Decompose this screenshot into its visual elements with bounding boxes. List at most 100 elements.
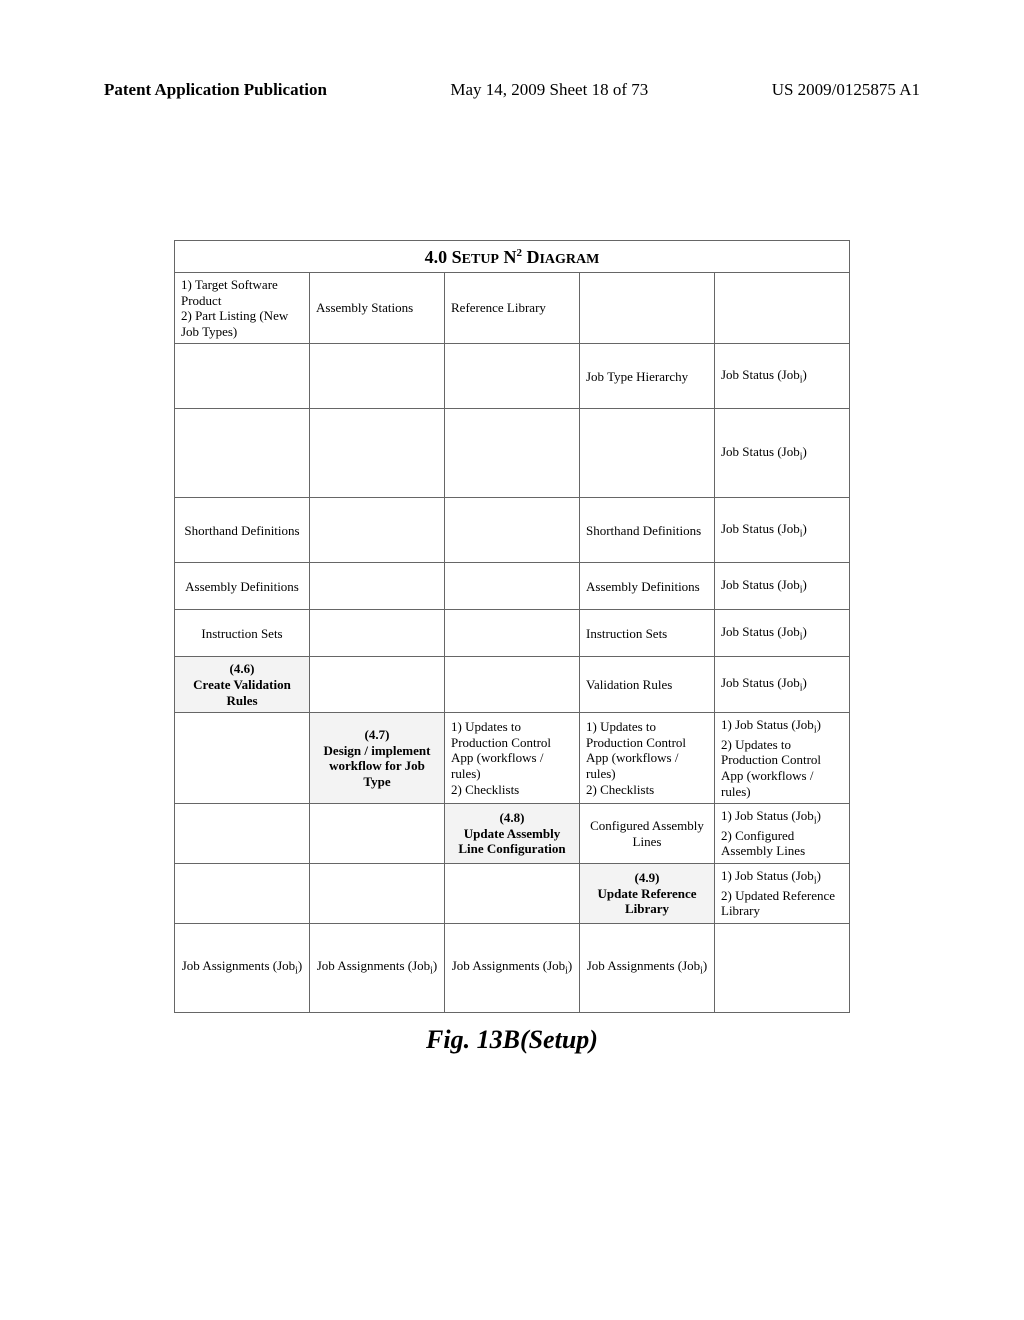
r10c3-post: ) bbox=[703, 958, 707, 973]
table-row: Job Type Hierarchy Job Status (Jobi) bbox=[175, 344, 850, 409]
cell-r5c4: Job Status (Jobi) bbox=[715, 610, 850, 657]
cell-r0c1: Assembly Stations bbox=[310, 273, 445, 344]
r1c4-pre: Job Status (Job bbox=[721, 367, 800, 382]
cell-r0c3 bbox=[580, 273, 715, 344]
table-row: (4.6) Create Validation Rules Validation… bbox=[175, 657, 850, 713]
r7c4-pre: 1) Job Status (Job bbox=[721, 717, 814, 732]
cell-r6c1 bbox=[310, 657, 445, 713]
cell-r1c1 bbox=[310, 344, 445, 409]
cell-r9c0 bbox=[175, 863, 310, 923]
r10c0-post: ) bbox=[298, 958, 302, 973]
title-n: N bbox=[499, 247, 517, 267]
cell-r9c3-diag: (4.9) Update Reference Library bbox=[580, 863, 715, 923]
cell-r8c2-diag: (4.8) Update Assembly Line Configuration bbox=[445, 804, 580, 864]
cell-r5c0: Instruction Sets bbox=[175, 610, 310, 657]
r10c2-post: ) bbox=[568, 958, 572, 973]
r4c4-pre: Job Status (Job bbox=[721, 577, 800, 592]
header-mid: May 14, 2009 Sheet 18 of 73 bbox=[450, 80, 648, 100]
diagram-container: 4.0 SETUP N2 DIAGRAM 1) Target Software … bbox=[174, 240, 850, 1055]
cell-r3c1 bbox=[310, 498, 445, 563]
r6c4-post: ) bbox=[803, 675, 807, 690]
cell-r4c0: Assembly Definitions bbox=[175, 563, 310, 610]
figure-label: Fig. 13B(Setup) bbox=[174, 1025, 850, 1055]
cell-r6c3: Validation Rules bbox=[580, 657, 715, 713]
table-row: Assembly Definitions Assembly Definition… bbox=[175, 563, 850, 610]
table-row: (4.7) Design / implement workflow for Jo… bbox=[175, 713, 850, 804]
cell-r7c0 bbox=[175, 713, 310, 804]
cell-r2c0 bbox=[175, 409, 310, 498]
cell-r8c0 bbox=[175, 804, 310, 864]
r10c1-pre: Job Assignments (Job bbox=[317, 958, 430, 973]
table-row: Instruction Sets Instruction Sets Job St… bbox=[175, 610, 850, 657]
title-prefix: 4.0 S bbox=[425, 247, 462, 267]
header-right: US 2009/0125875 A1 bbox=[772, 80, 920, 100]
table-row: Job Assignments (Jobi) Job Assignments (… bbox=[175, 923, 850, 1012]
cell-r9c2 bbox=[445, 863, 580, 923]
r6c4-pre: Job Status (Job bbox=[721, 675, 800, 690]
cell-r8c1 bbox=[310, 804, 445, 864]
cell-r3c2 bbox=[445, 498, 580, 563]
cell-r5c1 bbox=[310, 610, 445, 657]
table-row: 1) Target Software Product 2) Part Listi… bbox=[175, 273, 850, 344]
diagram-title: 4.0 SETUP N2 DIAGRAM bbox=[174, 240, 850, 272]
page: Patent Application Publication May 14, 2… bbox=[0, 0, 1024, 1320]
cell-r3c0: Shorthand Definitions bbox=[175, 498, 310, 563]
cell-r9c1 bbox=[310, 863, 445, 923]
cell-r4c3: Assembly Definitions bbox=[580, 563, 715, 610]
cell-r6c2 bbox=[445, 657, 580, 713]
cell-r4c2 bbox=[445, 563, 580, 610]
cell-r7c2: 1) Updates to Production Control App (wo… bbox=[445, 713, 580, 804]
header-left: Patent Application Publication bbox=[104, 80, 327, 100]
cell-r5c3: Instruction Sets bbox=[580, 610, 715, 657]
cell-r5c2 bbox=[445, 610, 580, 657]
cell-r0c4 bbox=[715, 273, 850, 344]
cell-r7c4: 1) Job Status (Jobi) 2) Updates to Produ… bbox=[715, 713, 850, 804]
cell-r2c2 bbox=[445, 409, 580, 498]
r9c4-pre: 1) Job Status (Job bbox=[721, 868, 814, 883]
page-header: Patent Application Publication May 14, 2… bbox=[104, 80, 920, 100]
r2c4-post: ) bbox=[803, 444, 807, 459]
title-etup: ETUP bbox=[462, 252, 499, 267]
cell-r2c4: Job Status (Jobi) bbox=[715, 409, 850, 498]
cell-r8c3: Configured Assembly Lines bbox=[580, 804, 715, 864]
title-d: D bbox=[522, 247, 540, 267]
r10c0-pre: Job Assignments (Job bbox=[182, 958, 295, 973]
n2-table: 1) Target Software Product 2) Part Listi… bbox=[174, 272, 850, 1013]
cell-r4c4: Job Status (Jobi) bbox=[715, 563, 850, 610]
cell-r1c0 bbox=[175, 344, 310, 409]
cell-r1c4: Job Status (Jobi) bbox=[715, 344, 850, 409]
cell-r10c4 bbox=[715, 923, 850, 1012]
cell-r2c3 bbox=[580, 409, 715, 498]
r10c3-pre: Job Assignments (Job bbox=[587, 958, 700, 973]
r1c4-post: ) bbox=[803, 367, 807, 382]
table-row: Job Status (Jobi) bbox=[175, 409, 850, 498]
cell-r0c0: 1) Target Software Product 2) Part Listi… bbox=[175, 273, 310, 344]
cell-r10c0: Job Assignments (Jobi) bbox=[175, 923, 310, 1012]
r3c4-post: ) bbox=[803, 521, 807, 536]
table-row: (4.9) Update Reference Library 1) Job St… bbox=[175, 863, 850, 923]
cell-r0c2: Reference Library bbox=[445, 273, 580, 344]
r5c4-pre: Job Status (Job bbox=[721, 624, 800, 639]
cell-r4c1 bbox=[310, 563, 445, 610]
cell-r1c3: Job Type Hierarchy bbox=[580, 344, 715, 409]
cell-r3c4: Job Status (Jobi) bbox=[715, 498, 850, 563]
cell-r7c1-diag: (4.7) Design / implement workflow for Jo… bbox=[310, 713, 445, 804]
r3c4-pre: Job Status (Job bbox=[721, 521, 800, 536]
r10c1-post: ) bbox=[433, 958, 437, 973]
cell-r3c3: Shorthand Definitions bbox=[580, 498, 715, 563]
cell-r9c4: 1) Job Status (Jobi) 2) Updated Referenc… bbox=[715, 863, 850, 923]
cell-r2c1 bbox=[310, 409, 445, 498]
cell-r1c2 bbox=[445, 344, 580, 409]
r2c4-pre: Job Status (Job bbox=[721, 444, 800, 459]
r8c4-pre: 1) Job Status (Job bbox=[721, 808, 814, 823]
cell-r6c4: Job Status (Jobi) bbox=[715, 657, 850, 713]
cell-r10c1: Job Assignments (Jobi) bbox=[310, 923, 445, 1012]
cell-r6c0-diag: (4.6) Create Validation Rules bbox=[175, 657, 310, 713]
table-row: Shorthand Definitions Shorthand Definiti… bbox=[175, 498, 850, 563]
cell-r10c2: Job Assignments (Jobi) bbox=[445, 923, 580, 1012]
title-iagram: IAGRAM bbox=[539, 252, 599, 267]
r4c4-post: ) bbox=[803, 577, 807, 592]
r10c2-pre: Job Assignments (Job bbox=[452, 958, 565, 973]
cell-r10c3: Job Assignments (Jobi) bbox=[580, 923, 715, 1012]
r5c4-post: ) bbox=[803, 624, 807, 639]
